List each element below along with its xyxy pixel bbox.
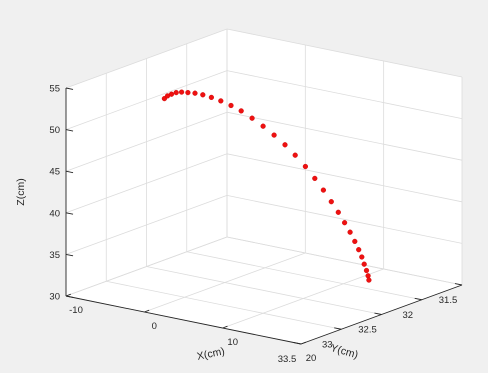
data-point: [260, 123, 266, 129]
data-point: [335, 209, 341, 215]
data-point: [363, 267, 370, 274]
data-point: [365, 273, 371, 279]
grid-line-z-side: [65, 195, 228, 255]
x-tick-mark: [300, 341, 306, 345]
y-tick-label: 32.5: [358, 325, 377, 336]
data-point: [271, 132, 277, 138]
grid-line-z-back: [226, 111, 463, 161]
data-point: [352, 238, 358, 245]
data-point: [320, 187, 327, 193]
y-tick-mark: [293, 342, 302, 345]
data-point: [238, 108, 244, 114]
data-point: [192, 90, 198, 96]
x-axis-line: [65, 295, 302, 345]
z-tick-label: 55: [49, 84, 60, 95]
y-tick-mark: [454, 283, 463, 286]
y-tick-mark: [374, 312, 382, 315]
data-point: [302, 163, 309, 170]
data-point: [356, 247, 362, 253]
x-tick-mark: [144, 309, 150, 313]
data-point: [218, 98, 224, 104]
z-tick-label: 45: [49, 167, 60, 178]
data-point: [168, 91, 175, 97]
data-point: [359, 254, 365, 260]
x-tick-label: 0: [152, 321, 157, 332]
z-tick-label: 50: [49, 125, 60, 136]
pane-back-xz: [227, 29, 462, 285]
z-tick-mark: [65, 129, 74, 132]
axes-panes: [66, 29, 462, 344]
grid-line-z-side: [65, 153, 228, 214]
grid-line-y-floor: [186, 251, 422, 301]
z-tick-label: 35: [49, 250, 60, 261]
z-tick-mark: [65, 87, 74, 90]
data-point: [185, 89, 191, 96]
data-points: [161, 89, 372, 283]
x-axis-label: X(cm): [196, 345, 226, 363]
grid-line-z-back: [226, 236, 463, 286]
data-point: [366, 277, 372, 283]
grid-line-y-floor: [146, 266, 382, 315]
data-point: [347, 229, 353, 235]
z-tick-label: 40: [49, 208, 60, 219]
grid-line-z-side: [65, 111, 228, 172]
data-point: [200, 92, 206, 98]
y-tick-label: 32: [403, 310, 414, 321]
grid-line-y-floor: [106, 280, 342, 330]
data-point: [179, 89, 185, 95]
grid-line-z-back: [226, 195, 463, 244]
z-tick-mark: [65, 295, 74, 298]
x-tick-mark: [65, 293, 71, 297]
data-point: [208, 94, 215, 101]
data-point: [249, 115, 255, 121]
z-tick-mark: [65, 212, 74, 215]
data-point: [361, 261, 367, 267]
y-tick-label: 31.5: [439, 295, 458, 306]
grid-line-z-side: [65, 28, 228, 89]
z-tick-label: 30: [49, 292, 60, 303]
data-point: [228, 102, 234, 109]
y-tick-mark: [334, 327, 342, 330]
x-tick-mark: [222, 325, 228, 329]
data-point: [312, 175, 318, 182]
z-tick-mark: [65, 170, 74, 174]
tick-labels: -10 0 10 20 31.5 32 32.5 33 33.5 30 35 40 45 50 55: [49, 84, 457, 366]
x-tick-label: -10: [69, 305, 83, 316]
y-tick-mark: [414, 297, 422, 301]
data-point: [173, 89, 179, 96]
y-tick-label: 33.5: [278, 354, 297, 365]
x-tick-label: 10: [227, 337, 238, 348]
z-axis-label: Z(cm): [15, 178, 27, 205]
z-tick-mark: [65, 253, 74, 257]
data-point: [328, 199, 334, 205]
axes-box: [65, 87, 463, 345]
data-point: [292, 152, 298, 158]
x-tick-label: 20: [306, 353, 317, 364]
grid-line-z-side: [65, 70, 228, 130]
data-point: [282, 142, 288, 148]
grid-line-z-back: [226, 28, 463, 78]
grid-line-z-side: [65, 236, 228, 297]
grid-line-z-back: [226, 153, 463, 203]
data-point: [342, 220, 348, 226]
grid-line-z-back: [226, 70, 463, 119]
y-tick-label: 33: [322, 339, 333, 350]
